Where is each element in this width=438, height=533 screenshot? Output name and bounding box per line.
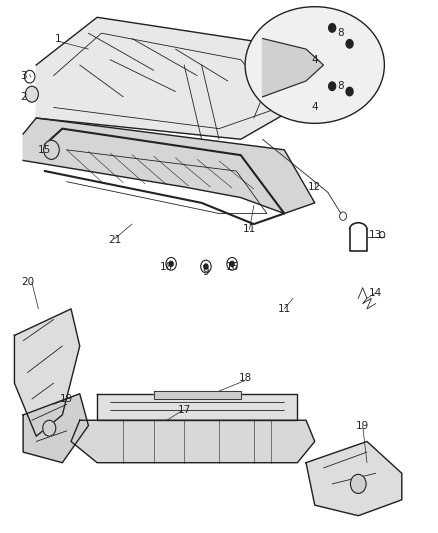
Text: 11: 11 — [278, 304, 291, 314]
Circle shape — [25, 86, 39, 102]
Text: 16: 16 — [226, 262, 239, 271]
Text: 12: 12 — [308, 182, 321, 192]
Circle shape — [328, 23, 336, 32]
Text: 10: 10 — [160, 262, 173, 271]
Polygon shape — [97, 394, 297, 420]
Text: 4: 4 — [311, 55, 318, 64]
Polygon shape — [36, 17, 315, 139]
Circle shape — [204, 264, 208, 269]
Ellipse shape — [245, 7, 385, 123]
Polygon shape — [154, 391, 241, 399]
Polygon shape — [71, 420, 315, 463]
Text: 19: 19 — [60, 394, 73, 404]
Circle shape — [43, 420, 56, 436]
Circle shape — [350, 474, 366, 494]
Text: 11: 11 — [243, 224, 256, 235]
Text: 8: 8 — [338, 81, 344, 91]
Text: 3: 3 — [20, 70, 26, 80]
Text: 2: 2 — [20, 92, 26, 102]
Text: 20: 20 — [21, 277, 34, 287]
Polygon shape — [23, 118, 315, 214]
Text: 9: 9 — [203, 267, 209, 277]
Text: 19: 19 — [356, 421, 369, 431]
Circle shape — [169, 261, 173, 266]
Text: 21: 21 — [108, 235, 121, 245]
Polygon shape — [306, 441, 402, 516]
Text: 1: 1 — [55, 34, 61, 44]
Circle shape — [346, 39, 353, 48]
Circle shape — [230, 261, 234, 266]
Text: 14: 14 — [369, 288, 382, 298]
Text: 15: 15 — [38, 145, 52, 155]
Text: 8: 8 — [338, 28, 344, 38]
Text: 18: 18 — [238, 373, 252, 383]
Circle shape — [346, 87, 353, 96]
Text: 4: 4 — [311, 102, 318, 112]
Circle shape — [44, 140, 59, 159]
Polygon shape — [14, 309, 80, 436]
Circle shape — [328, 82, 336, 91]
Polygon shape — [262, 38, 323, 97]
Text: 13: 13 — [369, 230, 382, 240]
Text: 17: 17 — [177, 405, 191, 415]
Polygon shape — [23, 394, 88, 463]
